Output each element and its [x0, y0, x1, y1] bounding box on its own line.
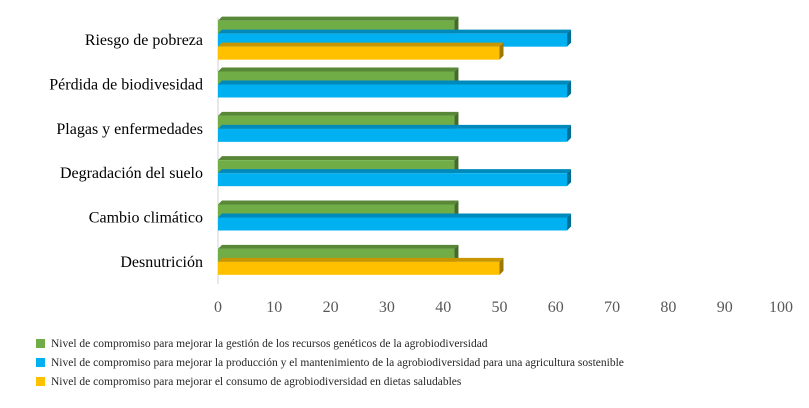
- bar-side-face: [454, 156, 459, 174]
- bar-top-face: [218, 16, 459, 21]
- legend-swatch-yellow: [36, 377, 45, 386]
- bar-top-face: [218, 257, 504, 262]
- bar-top-face: [218, 244, 459, 249]
- legend-label: Nivel de compromiso para mejorar la gest…: [51, 337, 488, 350]
- bar-chart: 0 10 20 30 40 50 60 70 80 90 100 Riesgo de pobreza P…: [49, 16, 793, 316]
- bar-front-face: [218, 128, 568, 142]
- bar-side-face: [567, 169, 572, 187]
- bar-side-face: [454, 16, 459, 34]
- legend-item-consumption: Nivel de compromiso para mejorar el cons…: [36, 372, 806, 391]
- category-label: Riesgo de pobreza: [85, 32, 203, 49]
- bar-top-face: [218, 200, 459, 205]
- bar: [218, 257, 504, 275]
- bar-top-face: [218, 169, 572, 174]
- bar-front-face: [218, 173, 568, 187]
- bar: [218, 80, 572, 98]
- bar-top-face: [218, 213, 572, 218]
- bar-side-face: [454, 244, 459, 262]
- bar: [218, 169, 572, 187]
- x-tick-label: 30: [379, 299, 395, 316]
- bar: [218, 42, 504, 60]
- x-tick-label: 90: [717, 299, 733, 316]
- legend-item-production: Nivel de compromiso para mejorar la prod…: [36, 353, 806, 372]
- category-label: Degradación del suelo: [60, 165, 203, 182]
- bar-top-face: [218, 124, 572, 129]
- bar-front-face: [218, 46, 500, 60]
- bar-top-face: [218, 80, 572, 85]
- legend-swatch-green: [36, 339, 45, 348]
- bar-side-face: [499, 42, 504, 60]
- x-tick-label: 0: [214, 299, 222, 316]
- bar: [218, 213, 572, 231]
- bar-side-face: [499, 257, 504, 275]
- legend-swatch-blue: [36, 358, 45, 367]
- bar-top-face: [218, 111, 459, 116]
- category-label: Desnutrición: [120, 254, 203, 271]
- bar-side-face: [454, 67, 459, 85]
- legend-label: Nivel de compromiso para mejorar la prod…: [51, 356, 624, 369]
- legend-label: Nivel de compromiso para mejorar el cons…: [51, 375, 462, 388]
- x-tick-label: 10: [266, 299, 282, 316]
- category-label: Cambio climático: [89, 210, 203, 227]
- bar-front-face: [218, 84, 568, 98]
- x-tick-label: 20: [323, 299, 339, 316]
- bar: [218, 124, 572, 142]
- bar-top-face: [218, 42, 504, 47]
- x-tick-label: 60: [548, 299, 564, 316]
- bar-side-face: [567, 213, 572, 231]
- bar-side-face: [454, 200, 459, 218]
- x-tick-label: 40: [435, 299, 451, 316]
- bar-top-face: [218, 156, 459, 161]
- category-label: Plagas y enfermedades: [56, 121, 203, 138]
- bar-front-face: [218, 217, 568, 231]
- bar-side-face: [454, 111, 459, 129]
- x-tick-label: 80: [660, 299, 676, 316]
- x-tick-label: 50: [492, 299, 508, 316]
- bar-side-face: [567, 80, 572, 98]
- category-label: Pérdida de biodivesidad: [49, 77, 203, 94]
- bar-top-face: [218, 29, 572, 34]
- x-tick-label: 70: [604, 299, 620, 316]
- bar-top-face: [218, 67, 459, 72]
- bar-side-face: [567, 29, 572, 47]
- legend-item-genetic-resources: Nivel de compromiso para mejorar la gest…: [36, 334, 806, 353]
- x-tick-label: 100: [769, 299, 793, 316]
- bar-front-face: [218, 261, 500, 275]
- chart-legend: Nivel de compromiso para mejorar la gest…: [36, 334, 806, 391]
- bar-side-face: [567, 124, 572, 142]
